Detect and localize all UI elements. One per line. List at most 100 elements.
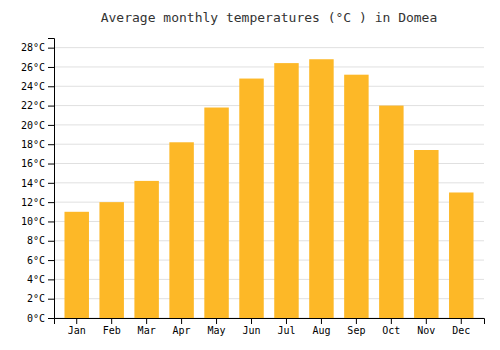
x-tick-mark: [461, 318, 462, 324]
y-tick-label: 24°C: [21, 81, 45, 92]
y-tick: 0°C: [27, 313, 54, 324]
bar: [414, 150, 438, 318]
y-tick: 18°C: [21, 139, 54, 150]
bar: [239, 79, 263, 318]
y-tick-mark: [48, 48, 54, 49]
y-tick-label: 0°C: [27, 313, 45, 324]
y-tick-mark: [48, 106, 54, 107]
bar: [169, 142, 193, 318]
y-tick-label: 4°C: [27, 274, 45, 285]
y-tick-mark: [48, 279, 54, 280]
y-tick-mark: [48, 164, 54, 165]
x-tick: Apr: [173, 318, 191, 336]
bar: [449, 192, 473, 318]
x-tick-label: Mar: [138, 325, 156, 336]
chart-title: Average monthly temperatures (°C ) in Do…: [101, 10, 438, 25]
chart-container: 0°C 2°C 4°C 6°C 8°C 10°C 12°C 14°C 16°C 18°C 20°C 2…: [0, 0, 500, 350]
bar: [204, 108, 228, 318]
y-tick: 4°C: [27, 274, 54, 285]
y-tick-label: 8°C: [27, 235, 45, 246]
x-tick: Mar: [138, 318, 156, 336]
x-axis-line: [55, 319, 485, 325]
x-tick-label: Nov: [417, 325, 435, 336]
y-tick: 6°C: [27, 255, 54, 266]
y-tick-mark: [48, 202, 54, 203]
x-tick: Aug: [312, 318, 330, 336]
x-tick-label: May: [208, 325, 226, 336]
x-tick-label: Jul: [277, 325, 295, 336]
x-tick: Feb: [103, 318, 121, 336]
x-tick-mark: [391, 318, 392, 324]
y-axis-line: [48, 39, 55, 319]
y-tick: 16°C: [21, 158, 54, 169]
y-tick: 12°C: [21, 197, 54, 208]
y-tick-mark: [48, 67, 54, 68]
y-tick: 10°C: [21, 216, 54, 227]
y-tick: 28°C: [21, 42, 54, 53]
y-tick-label: 18°C: [21, 139, 45, 150]
x-tick-mark: [286, 318, 287, 324]
y-tick-mark: [48, 318, 54, 319]
x-tick-mark: [146, 318, 147, 324]
y-tick-label: 6°C: [27, 255, 45, 266]
x-tick-mark: [76, 318, 77, 324]
x-tick: Sep: [347, 318, 365, 336]
y-tick: 26°C: [21, 62, 54, 73]
y-tick-mark: [48, 221, 54, 222]
chart-svg: 0°C 2°C 4°C 6°C 8°C 10°C 12°C 14°C 16°C 18°C 20°C 2…: [0, 0, 500, 350]
grid-line: [54, 105, 484, 106]
y-tick-label: 2°C: [27, 293, 45, 304]
x-tick-label: Sep: [347, 325, 365, 336]
bar: [379, 106, 403, 318]
y-tick: 22°C: [21, 100, 54, 111]
grid-line: [54, 144, 484, 145]
x-tick-label: Oct: [382, 325, 400, 336]
y-tick: 8°C: [27, 235, 54, 246]
y-tick-mark: [48, 241, 54, 242]
x-tick: Oct: [382, 318, 400, 336]
grid-line: [54, 66, 484, 67]
x-tick-mark: [356, 318, 357, 324]
y-tick-mark: [48, 144, 54, 145]
x-tick-mark: [251, 318, 252, 324]
y-tick-mark: [48, 86, 54, 87]
x-tick-mark: [111, 318, 112, 324]
x-axis: JanFebMarAprMayJunJulAugSepOctNovDec: [55, 318, 485, 336]
y-tick: 2°C: [27, 293, 54, 304]
x-tick: Jun: [242, 318, 260, 336]
x-tick: Jul: [277, 318, 295, 336]
bar: [64, 212, 88, 318]
y-tick: 14°C: [21, 178, 54, 189]
x-tick-mark: [426, 318, 427, 324]
x-tick: May: [208, 318, 226, 336]
bar: [134, 181, 158, 318]
bar: [274, 63, 298, 318]
x-tick-mark: [181, 318, 182, 324]
bar: [99, 202, 123, 318]
grid: [54, 48, 484, 318]
x-tick-label: Aug: [312, 325, 330, 336]
x-tick: Jan: [68, 318, 86, 336]
bar: [309, 59, 333, 318]
y-tick-mark: [48, 299, 54, 300]
y-tick-mark: [48, 125, 54, 126]
bar: [344, 75, 368, 318]
x-tick-label: Feb: [103, 325, 121, 336]
x-tick-mark: [216, 318, 217, 324]
y-tick-mark: [48, 260, 54, 261]
y-axis: 0°C 2°C 4°C 6°C 8°C 10°C 12°C 14°C 16°C 18°C 20°C 2…: [21, 39, 55, 324]
y-tick-label: 26°C: [21, 62, 45, 73]
y-tick-mark: [48, 183, 54, 184]
y-tick-label: 12°C: [21, 197, 45, 208]
y-tick-label: 10°C: [21, 216, 45, 227]
x-tick-label: Apr: [173, 325, 191, 336]
y-tick-label: 20°C: [21, 120, 45, 131]
grid-line: [54, 124, 484, 125]
y-tick: 20°C: [21, 120, 54, 131]
y-tick-label: 28°C: [21, 42, 45, 53]
grid-line: [54, 47, 484, 48]
plot-area: [64, 59, 473, 318]
x-tick: Nov: [417, 318, 435, 336]
y-tick: 24°C: [21, 81, 54, 92]
y-tick-label: 22°C: [21, 100, 45, 111]
